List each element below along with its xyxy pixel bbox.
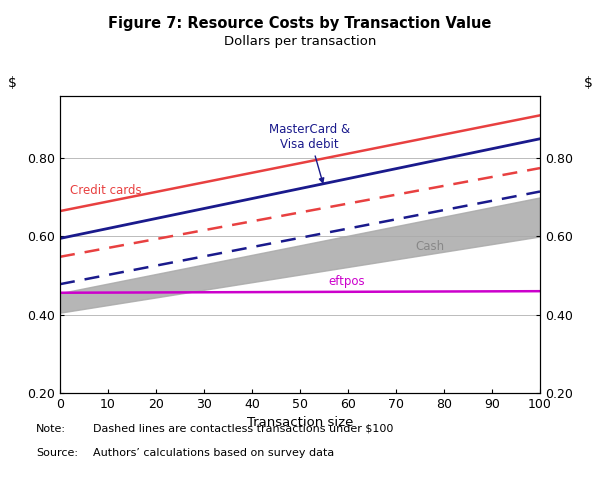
Text: Authors’ calculations based on survey data: Authors’ calculations based on survey da… (93, 448, 334, 458)
X-axis label: Transaction size: Transaction size (247, 416, 353, 429)
Text: $: $ (584, 76, 592, 90)
Text: $: $ (8, 76, 16, 90)
Text: Dollars per transaction: Dollars per transaction (224, 35, 376, 48)
Text: Note:: Note: (36, 424, 66, 434)
Text: Figure 7: Resource Costs by Transaction Value: Figure 7: Resource Costs by Transaction … (109, 16, 491, 31)
Text: Dashed lines are contactless transactions under $100: Dashed lines are contactless transaction… (93, 424, 394, 434)
Text: Credit cards: Credit cards (70, 184, 141, 197)
Text: eftpos: eftpos (329, 275, 365, 288)
Text: MasterCard &
Visa debit: MasterCard & Visa debit (269, 123, 350, 182)
Text: Source:: Source: (36, 448, 78, 458)
Text: Cash: Cash (415, 240, 445, 253)
